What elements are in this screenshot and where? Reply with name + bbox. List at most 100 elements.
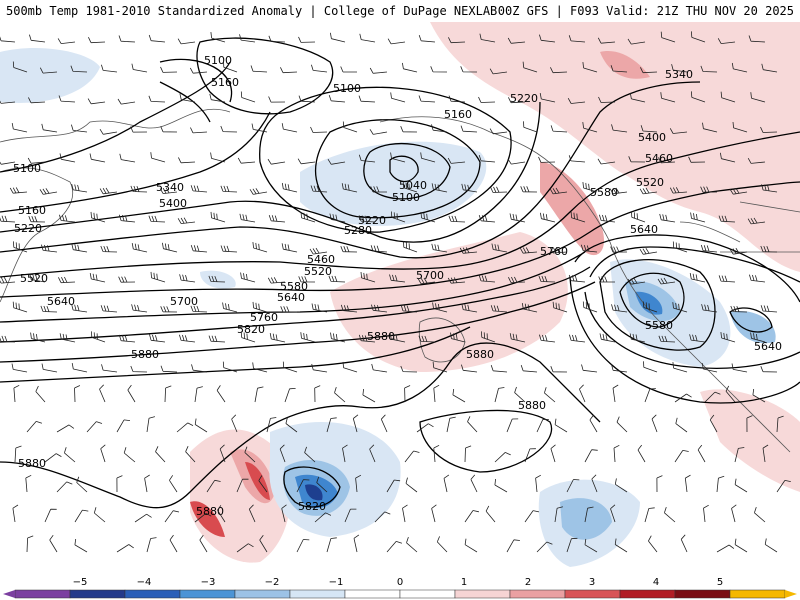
wind-barb-icon: [494, 478, 508, 493]
wind-barb-icon: [554, 506, 564, 523]
wind-barb-icon: [433, 384, 440, 403]
wind-barb-icon: [326, 417, 337, 433]
wind-barb-icon: [44, 508, 57, 523]
wind-barb-icon: [599, 214, 616, 223]
wind-barb-icon: [400, 365, 418, 373]
wind-barb-icon: [340, 304, 358, 313]
wind-barb-icon: [89, 273, 106, 283]
wind-barb-icon: [123, 447, 136, 463]
colorbar-cell: [344, 589, 401, 599]
wind-barb-icon: [59, 333, 76, 343]
wind-barb-icon: [100, 444, 106, 463]
wind-barb-icon: [185, 446, 196, 463]
wind-barb-icon: [568, 274, 586, 283]
wind-barb-icon: [764, 538, 778, 553]
wind-barb-icon: [298, 36, 316, 43]
wind-barb-icon: [369, 444, 376, 463]
wind-barb-icon: [569, 334, 586, 343]
wind-barb-icon: [26, 535, 34, 553]
wind-barb-icon: [674, 393, 692, 403]
wind-barb-icon: [279, 444, 286, 463]
wind-barb-icon: [284, 388, 296, 403]
colorbar-cell: [674, 589, 731, 599]
wind-barb-icon: [672, 302, 688, 313]
wind-barb-icon: [249, 188, 268, 195]
contour-label: 5880: [18, 457, 46, 470]
wind-barb-icon: [684, 474, 691, 493]
wind-barb-icon: [285, 417, 298, 433]
wind-barb-icon: [268, 214, 286, 223]
wind-barb-icon: [239, 34, 256, 43]
wind-barb-icon: [127, 384, 136, 403]
weather-map[interactable]: 5100 5160 5100 5220 5160 5340 5400 5460 …: [0, 22, 800, 572]
wind-barb-icon: [539, 334, 556, 343]
wind-barb-icon: [467, 416, 478, 433]
wind-barb-icon: [731, 363, 748, 373]
wind-barb-icon: [340, 66, 357, 73]
wind-barb-icon: [490, 305, 508, 313]
contour-label: 5520: [304, 265, 332, 278]
wind-barb-icon: [450, 332, 466, 343]
colorbar-tick-label: 4: [653, 577, 659, 588]
wind-barb-icon: [194, 386, 203, 403]
wind-barb-icon: [268, 96, 286, 103]
wind-barb-icon: [523, 121, 538, 133]
wind-barb-icon: [640, 125, 658, 133]
wind-barb-icon: [659, 213, 676, 223]
wind-barb-icon: [402, 504, 408, 523]
wind-barb-icon: [478, 214, 496, 223]
map-panel[interactable]: 5100 5160 5100 5220 5160 5340 5400 5460 …: [0, 22, 800, 572]
wind-barb-icon: [611, 124, 628, 133]
wind-barb-icon: [490, 364, 508, 373]
wind-barb-icon: [544, 387, 556, 403]
wind-barb-icon: [747, 217, 766, 225]
wind-barb-icon: [582, 301, 598, 313]
wind-barb-icon: [341, 183, 358, 193]
wind-barb-icon: [280, 67, 298, 74]
wind-barb-icon: [568, 35, 586, 43]
wind-barb-icon: [627, 38, 646, 45]
wind-barb-icon: [360, 271, 376, 283]
wind-barb-icon: [690, 212, 706, 223]
wind-barb-icon: [704, 391, 721, 403]
contour-label: 5220: [510, 92, 538, 105]
wind-barb-icon: [41, 244, 58, 253]
wind-barb-icon: [402, 181, 418, 193]
wind-barb-icon: [11, 363, 28, 373]
wind-barb-icon: [358, 334, 376, 343]
wind-barb-icon: [176, 422, 194, 433]
wind-barb-icon: [131, 243, 148, 253]
wind-barb-icon: [304, 446, 316, 463]
wind-barb-icon: [431, 183, 448, 193]
wind-barb-icon: [447, 277, 466, 284]
wind-barb-icon: [691, 31, 706, 43]
wind-barb-icon: [369, 129, 388, 135]
wind-barb-icon: [639, 187, 658, 195]
wind-barb-icon: [417, 277, 436, 285]
contour-label: 5760: [540, 245, 568, 258]
wind-barb-icon: [508, 97, 526, 104]
wind-barb-icon: [177, 38, 196, 45]
wind-barb-icon: [330, 32, 346, 43]
wind-barb-icon: [30, 332, 46, 343]
wind-barb-icon: [431, 243, 448, 253]
wind-barb-icon: [390, 152, 406, 163]
colorbar-tick-label: −2: [265, 577, 280, 588]
wind-barb-icon: [386, 541, 403, 553]
wind-barb-icon: [208, 275, 226, 283]
wind-barb-icon: [179, 274, 196, 283]
contour-label: 5640: [277, 291, 305, 304]
wind-barb-icon: [100, 305, 118, 313]
wind-barb-icon: [689, 334, 706, 343]
wind-barb-icon: [74, 509, 89, 523]
warm-anomaly-area: [190, 501, 225, 537]
wind-barb-icon: [58, 95, 76, 103]
wind-barb-icon: [718, 215, 736, 223]
wind-barb-icon: [298, 95, 316, 103]
colorbar-tick-label: −4: [137, 577, 152, 588]
wind-barb-icon: [250, 65, 268, 73]
contour-label: 5700: [416, 269, 444, 282]
wind-barb-icon: [750, 92, 766, 103]
wind-barb-icon: [389, 274, 406, 283]
wind-barb-icon: [0, 277, 16, 284]
